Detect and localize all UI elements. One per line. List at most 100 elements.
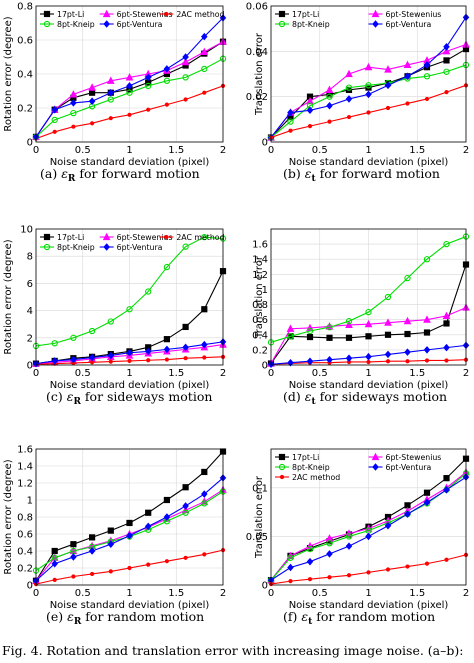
x-tick-label: 1: [126, 368, 132, 379]
data-point: [443, 343, 450, 352]
legend-marker: [278, 20, 286, 28]
subfigure-caption: (b) εt for forward motion: [283, 166, 440, 184]
data-point: [201, 306, 208, 313]
data-point: [201, 32, 208, 41]
data-point: [163, 77, 171, 84]
data-point: [443, 475, 450, 482]
x-tick-label: 2: [220, 145, 226, 156]
data-point: [145, 509, 152, 516]
legend-label: 6pt-Ventura: [117, 20, 163, 29]
data-point: [183, 555, 188, 560]
y-tick-label: 0.2: [17, 564, 33, 575]
data-point: [346, 114, 352, 120]
data-point: [107, 527, 114, 534]
data-point: [424, 96, 430, 102]
x-tick-label: 1.5: [409, 145, 425, 156]
data-point: [405, 564, 410, 569]
data-point: [364, 319, 373, 328]
data-point: [126, 348, 133, 357]
series-line-4: [32, 474, 227, 585]
x-tick-label: 0: [268, 588, 274, 599]
data-point: [146, 562, 151, 567]
legend-marker: [278, 10, 286, 18]
data-point: [202, 355, 207, 360]
data-point: [182, 502, 189, 510]
series-6pt-Ventura: [267, 13, 470, 142]
data-point: [444, 557, 449, 562]
data-point: [306, 327, 314, 335]
data-point: [107, 88, 115, 97]
data-point: [404, 348, 411, 356]
legend-label: 8pt-Kneip: [57, 243, 95, 252]
y-tick-label: 0.8: [17, 513, 33, 524]
legend-label: 6pt-Stewenius: [386, 10, 442, 19]
plot-frame: [35, 5, 224, 143]
x-tick-label: 0: [33, 145, 39, 156]
legend-marker: [278, 463, 286, 471]
data-point: [345, 318, 353, 325]
y-tick-label: 0: [27, 361, 33, 372]
subfigure-caption: (c) εR for sideways motion: [46, 389, 212, 407]
y-tick-label: 0.02: [246, 92, 268, 103]
data-point: [444, 358, 449, 363]
legend: 17pt-Li 6pt-Stewenius 2AC method 8pt-Kneip 6…: [40, 9, 225, 29]
y-tick-label: 6: [27, 279, 33, 290]
data-point: [108, 569, 113, 574]
x-tick-label: 2: [463, 368, 469, 379]
data-point: [404, 72, 411, 81]
data-point: [287, 563, 294, 572]
chart-a: 0 0.5 1 1.5 2 0 0.2 0.4 0.6 0.8 Noise standard dev…: [3, 2, 227, 184]
data-point: [182, 343, 189, 352]
legend-marker: [102, 232, 111, 241]
chart-c: 0 0.5 1 1.5 2 0 2 4 6 8 10 Noise standard deviation…: [3, 225, 227, 407]
legend-label: 6pt-Ventura: [386, 20, 432, 29]
data-point: [183, 97, 188, 102]
data-point: [90, 571, 95, 577]
data-point: [384, 350, 392, 359]
legend-label: 6pt-Stewenius: [117, 233, 173, 242]
y-tick-label: 0.4: [252, 330, 268, 341]
y-axis-label: Translation error: [254, 475, 265, 559]
data-point: [201, 490, 208, 498]
y-tick-label: 0.2: [252, 345, 268, 356]
data-point: [385, 105, 391, 111]
data-point: [127, 565, 132, 571]
data-point: [201, 234, 208, 241]
x-tick-label: 1: [365, 588, 371, 599]
data-point: [201, 340, 208, 349]
legend-marker: [371, 452, 380, 461]
data-point: [183, 356, 188, 361]
data-point: [51, 340, 58, 347]
data-point: [306, 357, 314, 365]
y-tick-label: 0: [262, 361, 268, 372]
data-point: [423, 498, 431, 507]
data-point: [107, 540, 115, 548]
y-tick-label: 10: [20, 225, 33, 236]
data-point: [288, 579, 293, 584]
data-point: [287, 358, 294, 367]
x-tick-label: 1.5: [409, 588, 425, 599]
y-tick-label: 0.2: [17, 104, 33, 115]
series-line: [35, 58, 224, 138]
data-point: [71, 574, 76, 579]
x-tick-label: 1.5: [168, 145, 184, 156]
legend-label: 6pt-Stewenius: [117, 10, 173, 19]
data-point: [164, 357, 169, 362]
data-point: [163, 263, 171, 271]
data-point: [108, 116, 113, 121]
x-tick-label: 0: [268, 145, 274, 156]
plot-frame: [270, 228, 467, 366]
x-tick-label: 0: [268, 368, 274, 379]
y-tick-label: 8: [27, 252, 33, 263]
data-point: [145, 82, 152, 90]
data-point: [146, 107, 151, 112]
y-tick-label: 0.6: [17, 530, 33, 541]
data-point: [182, 509, 189, 516]
x-tick-label: 2: [463, 145, 469, 156]
x-tick-label: 0.5: [75, 368, 91, 379]
x-axis-label: Noise standard deviation (pixel): [50, 600, 210, 611]
data-point: [88, 547, 96, 555]
data-point: [126, 531, 133, 540]
data-point: [163, 345, 171, 354]
y-tick-label: 1.6: [17, 445, 33, 456]
